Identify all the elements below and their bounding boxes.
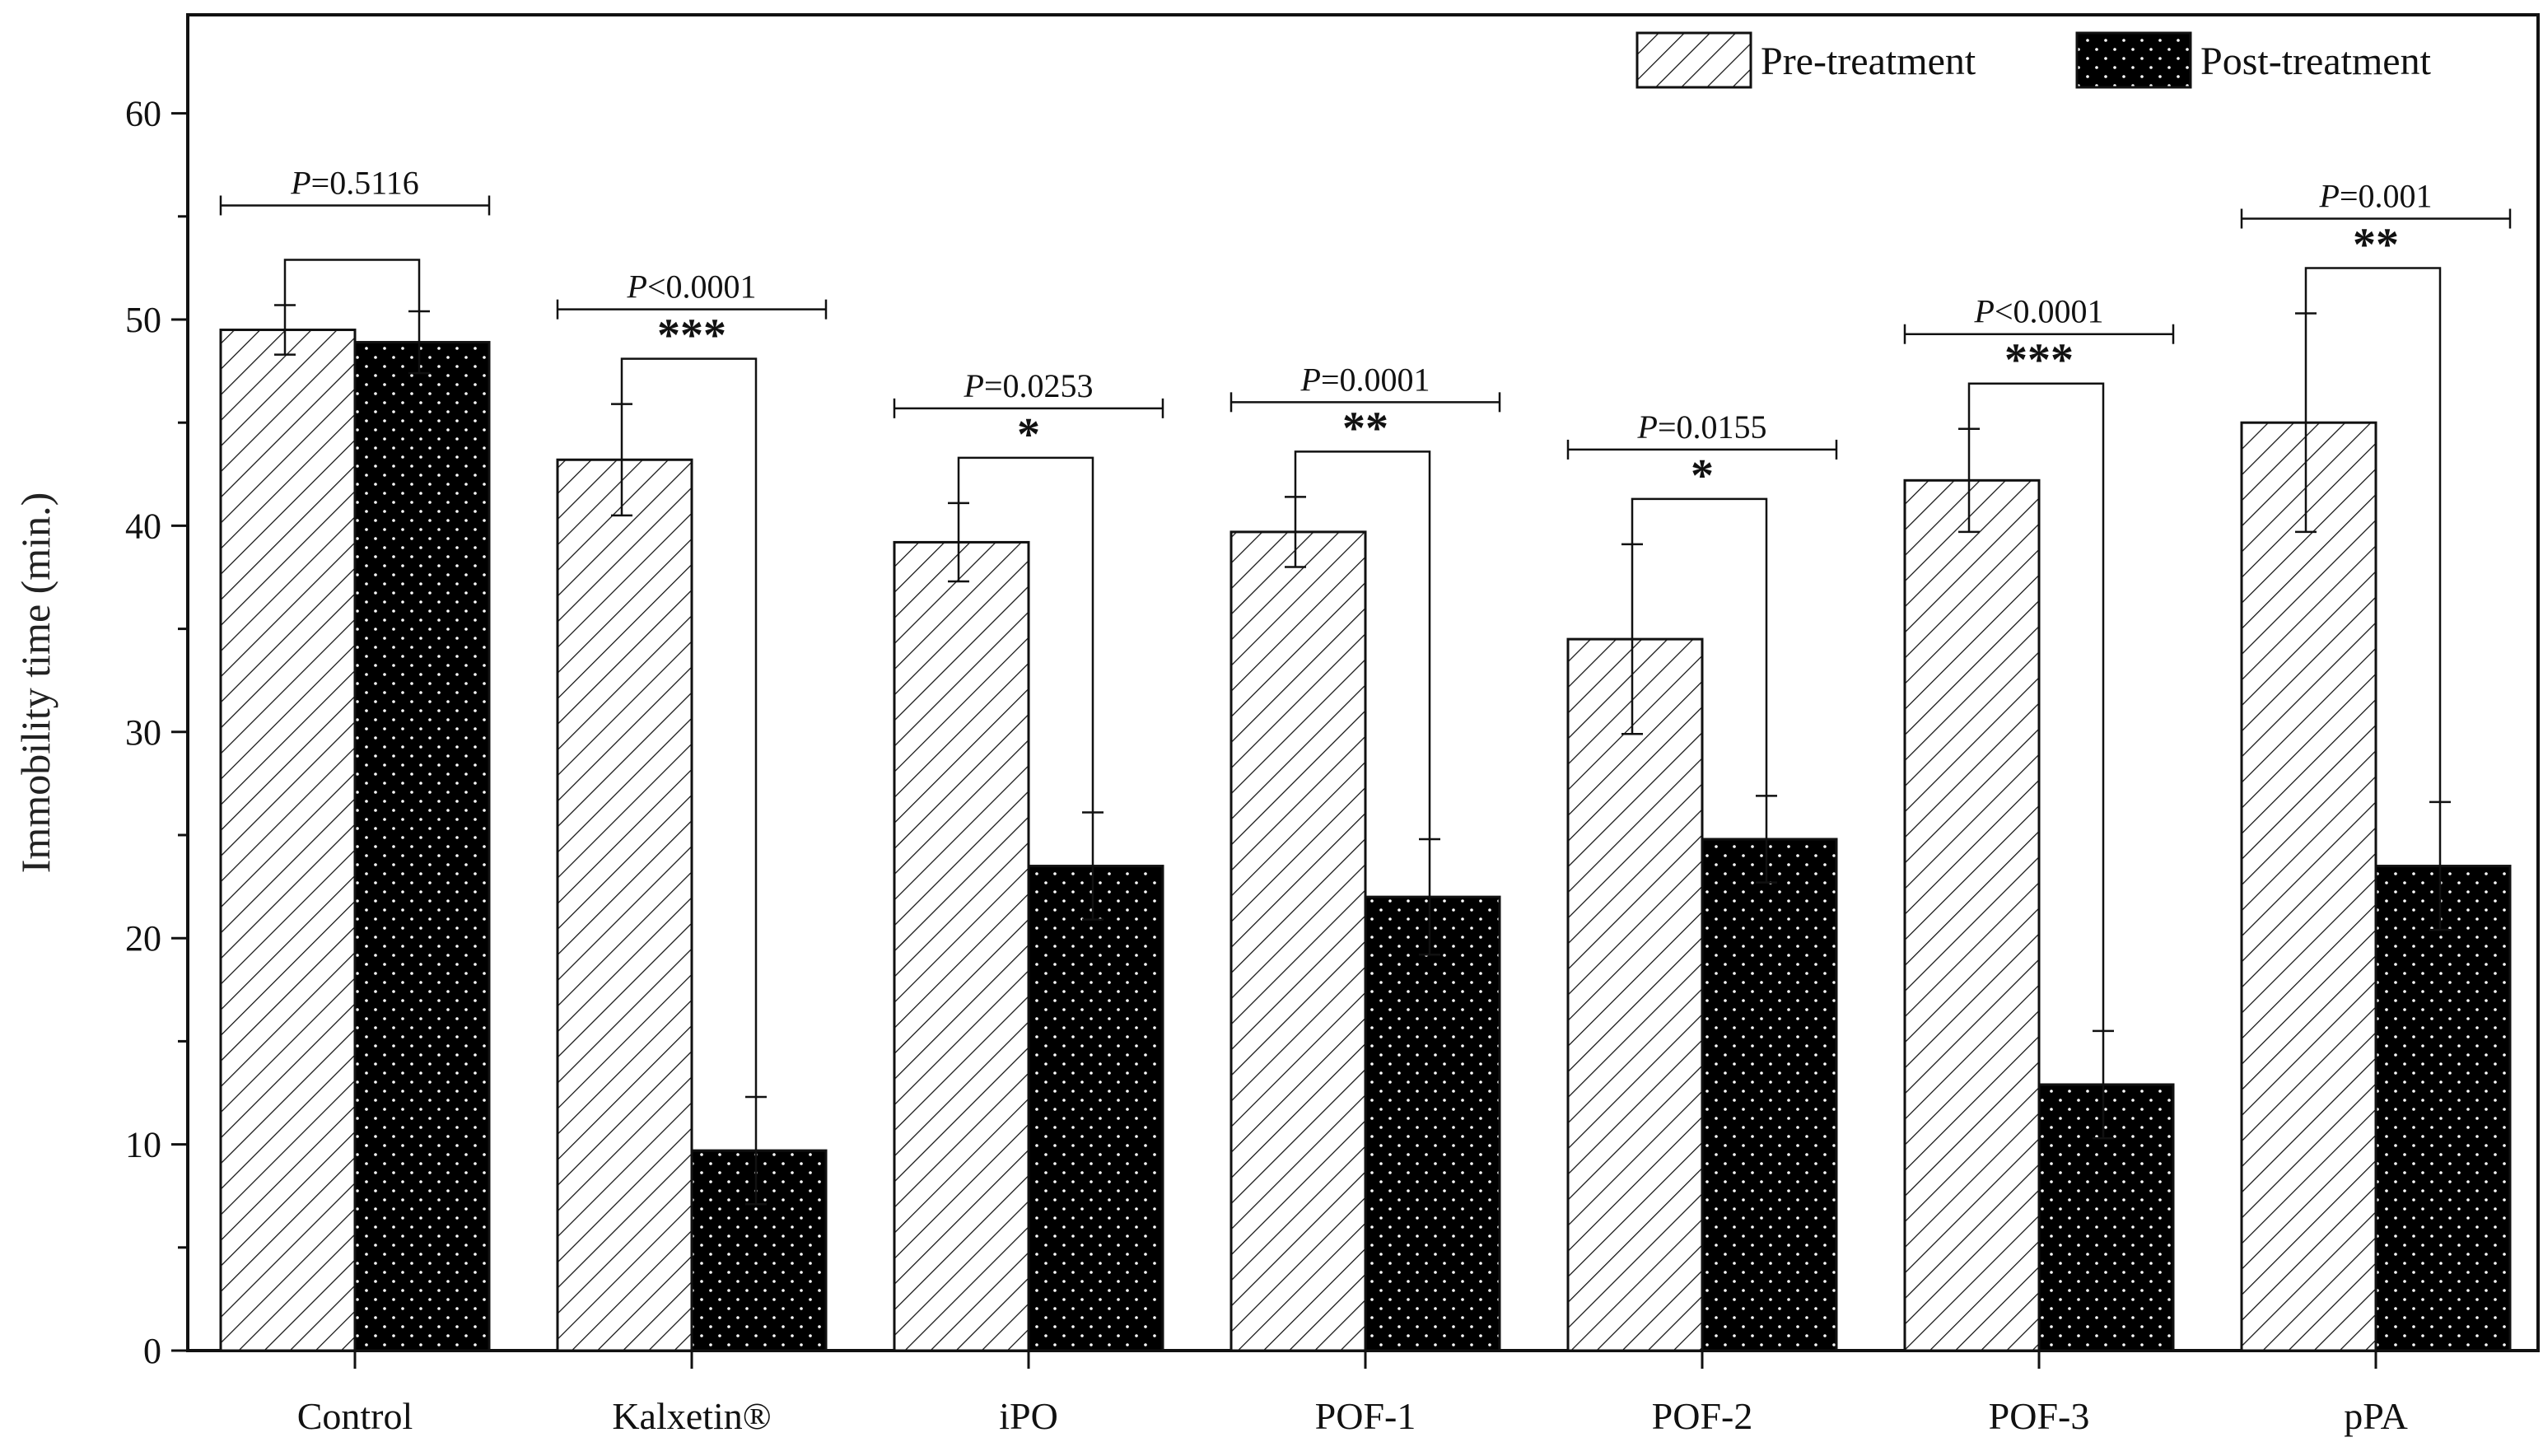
y-tick-label: 20 xyxy=(125,918,161,959)
p-value-symbol: P xyxy=(290,164,310,201)
significance-bracket xyxy=(1631,497,1768,796)
x-category-label: Kalxetin® xyxy=(612,1395,771,1437)
legend: Pre-treatment Post-treatment xyxy=(1635,31,2432,89)
annotations: P=0.5116***P<0.0001*P=0.0253**P=0.0001*P… xyxy=(219,164,2512,1098)
p-value-number: =0.0001 xyxy=(1321,361,1430,398)
significance-bracket xyxy=(283,259,421,311)
p-value-symbol: P xyxy=(1300,361,1321,398)
y-tick-label: 50 xyxy=(125,300,161,340)
x-category-label: POF-3 xyxy=(1989,1395,2090,1437)
p-value-label: P=0.5116 xyxy=(290,164,419,201)
p-value-symbol: P xyxy=(627,268,647,306)
p-value-number: <0.0001 xyxy=(647,268,757,306)
bars xyxy=(219,304,2512,1352)
y-tick-label: 40 xyxy=(125,506,161,546)
y-axis-title: Immobility time (min.) xyxy=(12,492,58,873)
y-tick-label: 0 xyxy=(143,1331,161,1371)
bar-post xyxy=(2037,1083,2175,1352)
bar-pre xyxy=(219,329,357,1352)
p-value-label: P=0.0155 xyxy=(1637,408,1767,446)
p-value-label: P<0.0001 xyxy=(627,268,757,306)
p-value-symbol: P xyxy=(2319,177,2340,214)
significance-bracket xyxy=(2304,267,2442,802)
p-value-number: =0.0253 xyxy=(984,367,1094,404)
bar-post xyxy=(1701,838,1838,1352)
p-value-symbol: P xyxy=(1637,408,1658,446)
significance-bracket xyxy=(1967,382,2105,1031)
legend-swatch-pre xyxy=(1635,31,1752,89)
significance-stars: * xyxy=(1017,409,1040,460)
bar-pre xyxy=(1566,637,1704,1352)
x-category-label: pPA xyxy=(2344,1395,2408,1437)
p-value-symbol: P xyxy=(1974,293,1995,330)
bar-pre xyxy=(1230,530,1367,1352)
significance-stars: * xyxy=(1691,450,1714,502)
bar-pre xyxy=(1903,478,2041,1352)
legend-swatch-post xyxy=(2075,31,2192,89)
bar-post xyxy=(1027,865,1164,1352)
x-category-label: iPO xyxy=(999,1395,1058,1437)
bar-post xyxy=(1364,895,1501,1352)
x-category-label: POF-2 xyxy=(1652,1395,1753,1437)
significance-bracket xyxy=(957,456,1094,813)
x-axis: Control Kalxetin® iPO POF-1 POF-2 POF-3 pPA xyxy=(297,1351,2408,1437)
p-value-label: P=0.001 xyxy=(2319,177,2433,214)
p-value-number: <0.0001 xyxy=(1995,293,2104,330)
bar-post xyxy=(690,1149,828,1352)
significance-stars: *** xyxy=(657,310,726,362)
y-axis: 0 10 20 30 40 50 60 xyxy=(125,94,188,1371)
p-value-label: P<0.0001 xyxy=(1974,293,2104,330)
significance-stars: *** xyxy=(2004,335,2074,386)
p-value-number: =0.001 xyxy=(2340,177,2433,214)
significance-stars: ** xyxy=(2353,219,2399,270)
x-category-label: POF-1 xyxy=(1315,1395,1416,1437)
y-tick-label: 60 xyxy=(125,94,161,134)
y-tick-label: 30 xyxy=(125,712,161,753)
p-value-symbol: P xyxy=(964,367,984,404)
p-value-label: P=0.0253 xyxy=(964,367,1094,404)
significance-stars: ** xyxy=(1342,403,1388,454)
y-tick-label: 10 xyxy=(125,1125,161,1165)
significance-bracket xyxy=(620,357,758,1098)
bar-pre xyxy=(893,540,1030,1352)
significance-bracket xyxy=(1294,450,1431,840)
p-value-number: =0.0155 xyxy=(1658,408,1767,446)
bar-pre xyxy=(556,458,693,1352)
bar-pre xyxy=(2240,421,2377,1352)
legend-label-pre: Pre-treatment xyxy=(1761,40,1976,83)
legend-label-post: Post-treatment xyxy=(2200,40,2432,83)
x-category-label: Control xyxy=(297,1395,413,1437)
p-value-label: P=0.0001 xyxy=(1300,361,1430,398)
bar-post xyxy=(2374,865,2512,1352)
bar-post xyxy=(353,341,491,1352)
p-value-number: =0.5116 xyxy=(311,164,419,201)
